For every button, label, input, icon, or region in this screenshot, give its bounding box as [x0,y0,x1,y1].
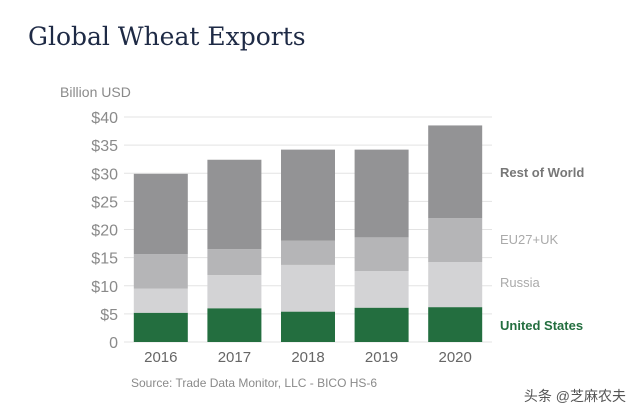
bar-rest-of-world [281,149,335,241]
y-tick-label: $35 [91,138,118,155]
y-tick-label: $10 [91,279,118,296]
y-tick-label: 0 [109,335,118,352]
bar-united-states [281,311,335,342]
legend-label: United States [500,318,583,333]
bar-united-states [133,312,188,342]
bar-russia [133,288,188,313]
y-tick-label: $15 [91,251,118,268]
bar-united-states [207,308,262,342]
bar-eu27-uk [133,254,188,289]
legend-label: Rest of World [500,165,584,180]
x-tick-label: 2017 [218,349,251,366]
y-tick-label: $5 [100,307,118,324]
bar-eu27-uk [354,237,409,272]
y-tick-label: $25 [91,194,118,211]
y-tick-label: $30 [91,166,118,183]
x-tick-label: 2019 [365,349,398,366]
bar-rest-of-world [133,173,188,255]
y-tick-label: $20 [91,223,118,240]
bar-russia [354,271,409,308]
watermark: 头条 @芝麻农夫 [523,388,626,404]
bar-russia [428,262,483,308]
bar-russia [207,275,262,309]
source-note: Source: Trade Data Monitor, LLC - BICO H… [131,376,378,390]
bar-eu27-uk [281,240,335,265]
chart-title: Global Wheat Exports [28,22,306,51]
bar-russia [281,264,335,312]
x-tick-label: 2018 [291,349,324,366]
bar-rest-of-world [428,125,483,219]
x-tick-label: 2020 [439,349,472,366]
x-tick-label: 2016 [144,349,177,366]
bar-united-states [354,307,409,342]
bar-rest-of-world [207,159,262,250]
bar-united-states [428,307,483,342]
legend-label: Russia [500,275,541,290]
bar-eu27-uk [428,218,483,263]
legend-label: EU27+UK [500,232,558,247]
bar-rest-of-world [354,149,409,238]
y-tick-label: $40 [91,110,118,127]
bar-eu27-uk [207,249,262,276]
y-axis-label: Billion USD [60,84,131,100]
